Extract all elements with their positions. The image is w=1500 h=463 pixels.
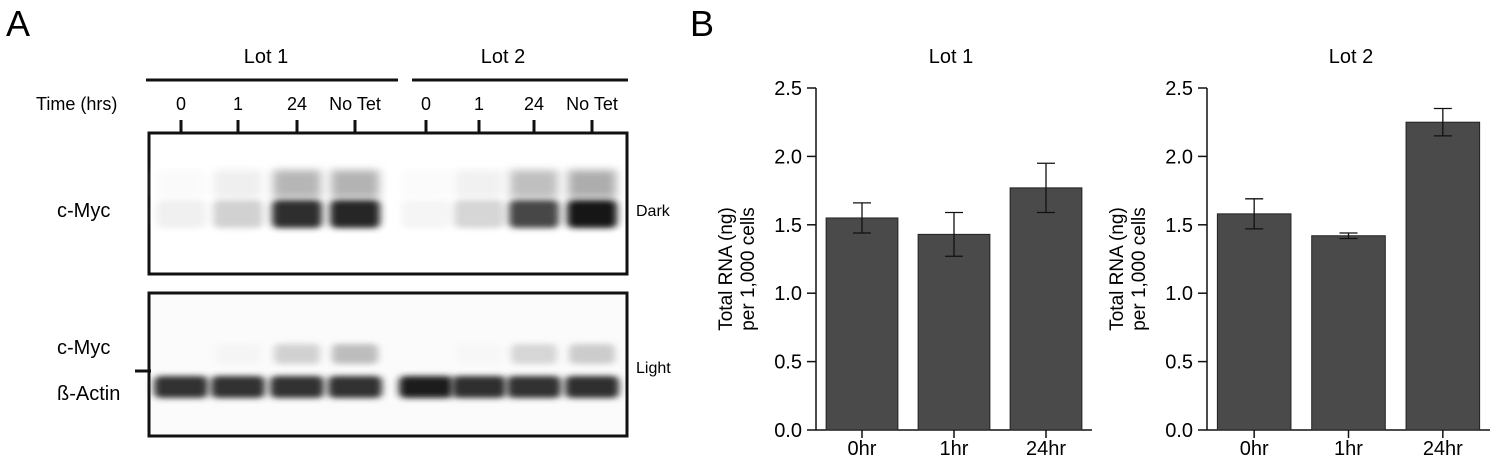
bar xyxy=(825,217,899,431)
y-axis-label: Total RNA (ng) xyxy=(1107,207,1128,331)
bar xyxy=(1009,187,1083,431)
y-tick-label: 0.5 xyxy=(1165,352,1193,374)
lane-label: 24 xyxy=(287,94,307,114)
time-axis-label: Time (hrs) xyxy=(36,94,117,114)
x-tick-label: 24hr xyxy=(1026,438,1066,458)
bar xyxy=(1311,235,1386,431)
bar xyxy=(1405,121,1481,431)
actin-band xyxy=(399,376,453,398)
myc-band-smear xyxy=(402,170,450,198)
actin-band xyxy=(328,376,382,398)
bar xyxy=(917,233,991,431)
lane-label: No Tet xyxy=(329,94,381,114)
y-tick-label: 1.0 xyxy=(774,283,802,305)
chart-title: Lot 1 xyxy=(929,46,973,68)
myc-band-smear xyxy=(273,170,321,198)
panel-b-label: B xyxy=(690,3,714,44)
lane-label: No Tet xyxy=(566,94,618,114)
blot-bottom-frame xyxy=(147,291,629,438)
x-tick-label: 1hr xyxy=(940,438,969,458)
myc-band-smear xyxy=(510,170,558,198)
y-axis-label: per 1,000 cells xyxy=(738,207,759,331)
y-tick-label: 1.5 xyxy=(774,215,802,237)
myc-band-smear xyxy=(331,170,379,198)
myc-light-band xyxy=(274,344,320,364)
actin-band xyxy=(270,376,324,398)
blot-top-bands xyxy=(156,170,617,228)
myc-band-smear xyxy=(157,170,205,198)
actin-band xyxy=(211,376,265,398)
myc-band-smear xyxy=(214,170,262,198)
chart-title: Lot 2 xyxy=(1329,46,1373,68)
y-tick-label: 1.0 xyxy=(1165,283,1193,305)
myc-band xyxy=(156,200,206,228)
lane-label: 1 xyxy=(474,94,484,114)
myc-light-band xyxy=(215,344,261,364)
y-tick-label: 2.5 xyxy=(1165,78,1193,100)
y-axis-label: Total RNA (ng) xyxy=(716,207,737,331)
x-tick-label: 24hr xyxy=(1423,438,1463,458)
actin-band xyxy=(565,376,619,398)
lot2-header: Lot 2 xyxy=(481,46,525,68)
lane-label: 0 xyxy=(421,94,431,114)
myc-light-band xyxy=(332,344,378,364)
lane-labels: 0 1 24 No Tet 0 1 24 No Tet xyxy=(176,94,618,134)
x-tick-label: 0hr xyxy=(848,438,877,458)
myc-band xyxy=(272,200,322,228)
lane-label: 0 xyxy=(176,94,186,114)
myc-band xyxy=(454,200,504,228)
actin-band xyxy=(452,376,506,398)
myc-band xyxy=(567,200,617,228)
bar xyxy=(1216,213,1292,431)
blot-bottom-bands xyxy=(154,344,619,398)
bar-chart-lot1: Lot 1 Total RNA (ng) per 1,000 cells 0.0 0.5… xyxy=(716,46,1092,460)
y-tick-label: 2.0 xyxy=(774,146,802,168)
x-tick-label: 1hr xyxy=(1334,438,1363,458)
y-tick-label: 0.0 xyxy=(774,420,802,442)
y-tick-label: 0.5 xyxy=(774,352,802,374)
myc-band xyxy=(213,200,263,228)
blot-bottom-myc-label: c-Myc xyxy=(57,337,110,359)
myc-band-smear xyxy=(568,170,616,198)
myc-band xyxy=(330,200,380,228)
actin-band xyxy=(507,376,561,398)
lane-label: 1 xyxy=(233,94,243,114)
myc-band xyxy=(509,200,559,228)
x-tick-label: 0hr xyxy=(1240,438,1269,458)
blot-top-myc-label: c-Myc xyxy=(57,200,110,222)
blot-bottom-exposure-label: Light xyxy=(636,360,671,377)
y-axis-label: per 1,000 cells xyxy=(1129,207,1150,331)
bar-chart-lot2: Lot 2 Total RNA (ng) per 1,000 cells 0.0 0.5… xyxy=(1107,46,1490,460)
myc-light-band xyxy=(456,344,502,364)
myc-light-band xyxy=(511,344,557,364)
myc-light-band xyxy=(569,344,615,364)
lot1-header: Lot 1 xyxy=(244,46,288,68)
y-tick-label: 1.5 xyxy=(1165,215,1193,237)
y-tick-label: 0.0 xyxy=(1165,420,1193,442)
panel-a-label: A xyxy=(6,3,30,44)
myc-band-smear xyxy=(455,170,503,198)
actin-band xyxy=(154,376,208,398)
myc-band xyxy=(401,200,451,228)
y-tick-label: 2.5 xyxy=(774,78,802,100)
blot-bottom-actin-label: ß-Actin xyxy=(57,383,120,405)
blot-top-exposure-label: Dark xyxy=(636,203,671,220)
y-tick-label: 2.0 xyxy=(1165,146,1193,168)
lane-label: 24 xyxy=(524,94,544,114)
